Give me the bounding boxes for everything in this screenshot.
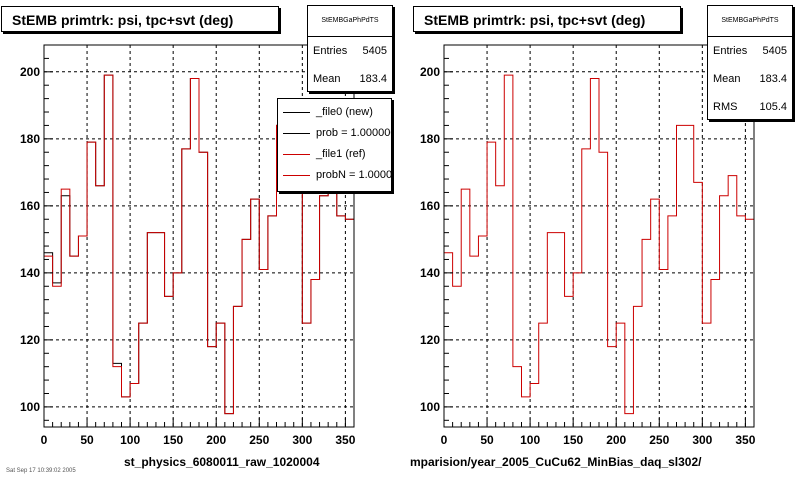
legend-entry-file0: _file0 (new) [278,102,391,123]
legend-swatch-file1 [283,154,310,155]
right-histogram-title: StEMB primtrk: psi, tpc+svt (deg) [413,6,681,32]
left-entries-value: 5405 [362,45,387,57]
left-stats-entries: Entries 5405 [308,37,392,65]
y-tick-label: 160 [20,199,40,213]
y-tick-label: 120 [20,333,40,347]
x-tick-label: 300 [692,433,712,447]
x-tick-label: 250 [249,433,269,447]
right-entries-label: Entries [713,45,748,57]
legend-label-probn: probN = 1.000000 [316,169,392,181]
left-mean-label: Mean [313,73,341,85]
histogram-series-1 [44,74,354,415]
x-tick-label: 350 [735,433,755,447]
legend-entry-prob: prob = 1.000000 [278,123,391,144]
left-entries-label: Entries [313,45,348,57]
left-mean-value: 183.4 [359,73,387,85]
y-tick-label: 160 [420,199,440,213]
right-histogram-pane: 0 50 100 150 200 250 300 350 100 120 140 160 180 200 … [400,0,800,480]
y-tick-label: 100 [20,400,40,414]
right-stats-rms: RMS 105.4 [708,93,792,121]
right-x-axis-filename: mparision/year_2005_CuCu62_MinBias_daq_s… [410,455,702,469]
y-tick-label: 200 [20,65,40,79]
y-tick-label: 140 [20,266,40,280]
y-tick-label: 140 [420,266,440,280]
legend-swatch-prob [283,133,310,134]
x-tick-label: 150 [163,433,183,447]
left-stats-name: StEMBGaPhPdTS [308,6,392,37]
left-x-axis-filename: st_physics_6080011_raw_1020004 [124,455,320,469]
right-title-text: StEMB primtrk: psi, tpc+svt (deg) [424,12,646,28]
y-tick-label: 180 [420,132,440,146]
footnote-date: Sat Sep 17 10:39:02 2005 [6,468,76,474]
histogram-series-0 [444,74,754,415]
x-tick-label: 0 [441,433,448,447]
right-stats-entries: Entries 5405 [708,37,792,65]
right-stats-mean: Mean 183.4 [708,65,792,93]
legend-swatch-probn [283,175,310,176]
x-tick-label: 300 [292,433,312,447]
y-tick-label: 100 [420,400,440,414]
right-rms-value: 105.4 [759,101,787,113]
x-tick-label: 100 [120,433,140,447]
left-legend: _file0 (new) prob = 1.000000 _file1 (ref… [277,98,392,192]
x-tick-label: 200 [206,433,226,447]
legend-swatch-file0 [283,112,310,113]
legend-label-prob: prob = 1.000000 [316,127,392,139]
x-tick-label: 250 [649,433,669,447]
x-tick-label: 350 [335,433,355,447]
y-tick-label: 180 [20,132,40,146]
x-tick-label: 50 [80,433,94,447]
right-rms-label: RMS [713,101,738,113]
legend-entry-file1: _file1 (ref) [278,144,391,165]
left-stats-mean: Mean 183.4 [308,65,392,93]
left-histogram-title: StEMB primtrk: psi, tpc+svt (deg) [1,6,279,32]
x-tick-label: 200 [606,433,626,447]
x-tick-label: 0 [41,433,48,447]
x-tick-label: 100 [520,433,540,447]
y-tick-label: 120 [420,333,440,347]
right-mean-label: Mean [713,73,741,85]
right-mean-value: 183.4 [759,73,787,85]
x-tick-label: 50 [480,433,494,447]
right-stats-name: StEMBGaPhPdTS [708,6,792,37]
left-stats-box: StEMBGaPhPdTS Entries 5405 Mean 183.4 [307,5,393,92]
y-tick-label: 200 [420,65,440,79]
right-stats-box: StEMBGaPhPdTS Entries 5405 Mean 183.4 RM… [707,5,793,120]
legend-label-file1: _file1 (ref) [316,148,366,160]
legend-entry-probn: probN = 1.000000 [278,165,391,186]
right-histogram-canvas: 0 50 100 150 200 250 300 350 100 120 140 160 180 200 [420,44,756,447]
x-tick-label: 150 [563,433,583,447]
legend-label-file0: _file0 (new) [316,106,373,118]
left-histogram-pane: 0 50 100 150 200 250 300 350 100 120 140 160 180 200 … [1,5,393,474]
left-title-text: StEMB primtrk: psi, tpc+svt (deg) [12,12,234,28]
right-entries-value: 5405 [762,45,787,57]
